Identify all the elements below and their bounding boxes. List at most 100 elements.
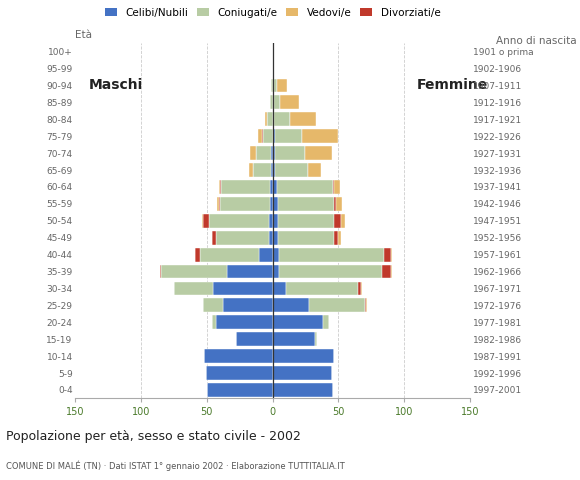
Bar [273,79,274,93]
Bar [274,112,289,126]
Bar [249,163,253,177]
Bar [365,299,366,312]
Bar [174,282,213,295]
Bar [391,264,392,278]
Bar [271,163,273,177]
Bar [338,231,341,245]
Bar [161,264,227,278]
Bar [209,214,269,228]
Bar [220,197,270,211]
Bar [202,214,203,228]
Bar [278,231,335,245]
Bar [207,383,273,397]
Bar [262,129,263,143]
Bar [333,180,335,194]
Bar [335,180,340,194]
Bar [361,282,362,295]
Bar [271,79,273,93]
Bar [273,197,278,211]
Bar [335,197,336,211]
Bar [273,264,279,278]
Bar [273,282,286,295]
Bar [358,282,361,295]
Legend: Celibi/Nubili, Coniugati/e, Vedovi/e, Divorziati/e: Celibi/Nubili, Coniugati/e, Vedovi/e, Di… [105,8,440,18]
Bar [218,197,219,211]
Bar [236,332,273,346]
Bar [222,180,270,194]
Bar [335,231,338,245]
Bar [273,61,274,75]
Bar [277,180,333,194]
Bar [391,248,392,262]
Bar [289,112,316,126]
Bar [220,180,222,194]
Bar [200,248,259,262]
Text: Maschi: Maschi [89,79,143,93]
Bar [273,146,275,160]
Bar [335,214,341,228]
Bar [315,332,317,346]
Bar [264,112,267,126]
Bar [258,129,262,143]
Bar [270,180,273,194]
Bar [273,383,333,397]
Bar [160,264,161,278]
Bar [273,231,278,245]
Bar [302,129,338,143]
Bar [273,214,278,228]
Bar [212,231,216,245]
Bar [273,366,332,380]
Bar [273,332,315,346]
Bar [250,146,256,160]
Bar [212,315,216,329]
Text: Anno di nascita: Anno di nascita [496,36,577,46]
Bar [216,315,273,329]
Bar [341,214,345,228]
Bar [274,96,281,109]
Text: Femmine: Femmine [417,79,488,93]
Bar [278,214,335,228]
Bar [270,197,273,211]
Text: COMUNE DI MALÉ (TN) · Dati ISTAT 1° gennaio 2002 · Elaborazione TUTTITALIA.IT: COMUNE DI MALÉ (TN) · Dati ISTAT 1° genn… [6,461,345,471]
Bar [385,248,391,262]
Bar [273,180,277,194]
Bar [270,96,273,109]
Bar [256,146,271,160]
Bar [281,96,299,109]
Bar [306,146,332,160]
Bar [273,163,275,177]
Bar [205,366,273,380]
Bar [382,264,391,278]
Bar [322,315,329,329]
Bar [273,112,274,126]
Bar [263,129,273,143]
Bar [269,214,273,228]
Bar [219,197,220,211]
Bar [276,129,302,143]
Bar [223,299,273,312]
Bar [309,299,365,312]
Bar [336,197,342,211]
Bar [276,146,306,160]
Bar [203,299,223,312]
Bar [267,112,273,126]
Bar [227,264,273,278]
Text: Età: Età [75,30,92,40]
Bar [273,299,309,312]
Bar [203,214,209,228]
Bar [366,299,367,312]
Bar [259,248,273,262]
Bar [273,129,275,143]
Bar [204,349,273,363]
Bar [308,163,321,177]
Bar [286,282,358,295]
Bar [277,79,287,93]
Bar [274,79,277,93]
Bar [279,264,382,278]
Bar [278,197,335,211]
Bar [195,248,200,262]
Bar [271,146,273,160]
Bar [273,315,322,329]
Text: Popolazione per età, sesso e stato civile - 2002: Popolazione per età, sesso e stato civil… [6,430,300,443]
Bar [216,231,269,245]
